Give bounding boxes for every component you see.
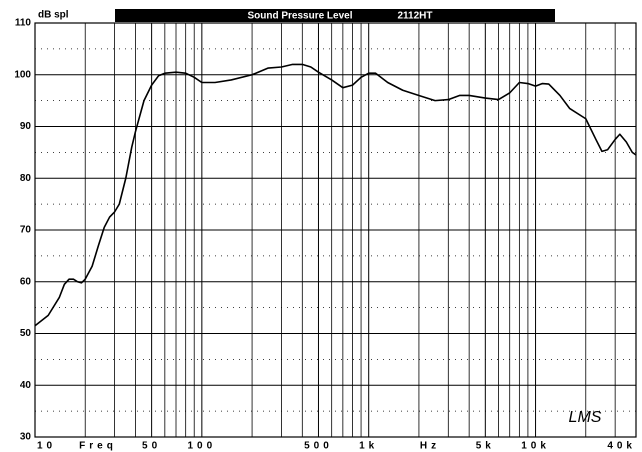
chart-title: Sound Pressure Level xyxy=(247,11,352,22)
y-tick-label: 100 xyxy=(14,69,31,80)
x-tick-label: 50 xyxy=(142,441,161,452)
signature: LMS xyxy=(569,409,602,426)
y-tick-label: 30 xyxy=(20,432,32,443)
y-tick-label: 80 xyxy=(20,173,32,184)
y-tick-label: 40 xyxy=(20,380,32,391)
plot-frame xyxy=(34,22,637,438)
x-tick-label: 500 xyxy=(304,441,333,452)
x-axis-label: Hz xyxy=(420,441,440,452)
x-tick-label: 10k xyxy=(521,441,550,452)
y-tick-label: 50 xyxy=(20,328,32,339)
x-axis-label: Freq xyxy=(79,441,117,452)
x-tick-label: 5k xyxy=(476,441,495,452)
x-tick-label: 40k xyxy=(607,441,636,452)
y-tick-label: 60 xyxy=(20,276,32,287)
y-tick-label: 90 xyxy=(20,121,32,132)
x-tick-label: 10 xyxy=(37,441,56,452)
y-tick-label: 70 xyxy=(20,225,32,236)
x-tick-label: 100 xyxy=(188,441,217,452)
response-curve xyxy=(34,63,637,327)
chart-subtitle: 2112HT xyxy=(397,11,432,22)
y-tick-label: 110 xyxy=(15,18,32,29)
x-tick-label: 1k xyxy=(359,441,378,452)
y-axis-label: dB spl xyxy=(38,10,69,21)
title-bar xyxy=(115,9,555,22)
